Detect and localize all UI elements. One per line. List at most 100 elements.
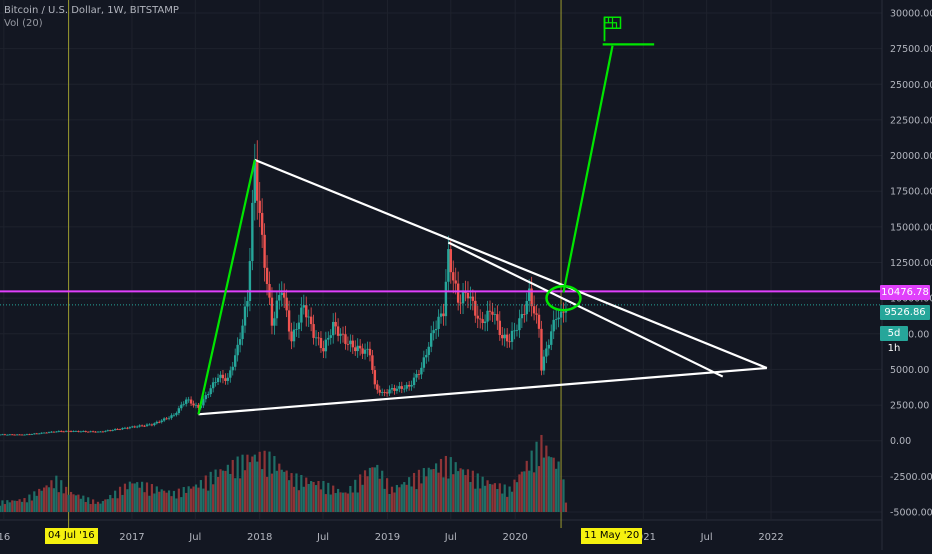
candle-body — [273, 318, 276, 326]
volume-bar — [376, 464, 379, 512]
volume-bar — [182, 487, 185, 512]
flag-icon — [603, 16, 622, 30]
candle-body — [234, 355, 237, 367]
volume-bar — [562, 479, 565, 512]
volume-bar — [479, 488, 482, 512]
candle-body — [82, 431, 85, 432]
volume-bar — [47, 487, 51, 512]
candle-body — [187, 399, 190, 401]
volume-bar — [447, 478, 450, 512]
volume-bar — [52, 488, 55, 512]
candle-body — [182, 403, 185, 405]
volume-bar — [207, 490, 210, 512]
y-tick-label: 17500.00 — [890, 187, 932, 198]
candle-body — [530, 288, 533, 307]
volume-bar — [163, 490, 166, 512]
volume-bar — [484, 485, 487, 512]
volume-bar — [136, 482, 139, 512]
volume-bar — [57, 492, 60, 512]
volume-bar — [126, 489, 129, 512]
candle-body — [554, 319, 558, 320]
volume-bar — [327, 482, 330, 512]
candle-body — [87, 431, 90, 433]
candle-body — [116, 429, 119, 430]
volume-bar — [33, 491, 36, 512]
candle-body — [373, 370, 377, 385]
candle-body — [256, 162, 259, 201]
candle-body — [136, 426, 139, 428]
volume-bar — [349, 485, 352, 512]
volume-bar — [528, 470, 531, 512]
volume-bar — [324, 494, 327, 512]
volume-bar — [430, 469, 433, 512]
volume-bar — [69, 491, 73, 512]
candle-body — [204, 395, 207, 400]
candle-body — [452, 272, 455, 281]
volume-bar — [67, 494, 70, 512]
volume-bar — [344, 492, 347, 512]
candle-body — [131, 426, 134, 428]
volume-bar — [403, 482, 406, 512]
x-tick-label: 2020 — [502, 532, 527, 543]
volume-bar — [231, 459, 234, 512]
candle-body — [305, 305, 308, 318]
volume-bar — [361, 484, 364, 512]
volume-bar — [278, 463, 281, 512]
candle-body — [515, 330, 519, 331]
candle-body — [15, 434, 19, 436]
volume-bar — [35, 495, 38, 512]
volume-bar — [412, 472, 416, 512]
volume-bar — [319, 489, 323, 512]
candle-body — [67, 430, 70, 432]
candle-body — [559, 311, 563, 318]
volume-bar — [297, 490, 300, 512]
volume-bar — [302, 486, 305, 512]
volume-indicator-label[interactable]: Vol (20) — [4, 18, 43, 29]
volume-bar — [246, 454, 249, 512]
candle-body — [532, 306, 536, 314]
volume-bar — [305, 477, 308, 512]
volume-bar — [280, 469, 283, 512]
volume-bar — [515, 482, 519, 512]
candle-body — [167, 417, 171, 419]
candle-body — [79, 431, 83, 433]
candle-body — [393, 388, 396, 391]
candle-body — [251, 202, 254, 262]
volume-bar — [224, 470, 227, 512]
candle-body — [427, 346, 430, 355]
volume-bar — [545, 445, 548, 512]
candle-body — [64, 430, 68, 432]
candle-body — [412, 377, 416, 386]
volume-bar — [334, 493, 337, 512]
volume-bar — [518, 474, 521, 512]
volume-bar — [474, 488, 477, 512]
candle-body — [133, 426, 136, 428]
volume-bar — [60, 480, 63, 512]
candle-body — [69, 431, 73, 432]
x-tick-label: 2018 — [247, 532, 272, 543]
candle-body — [354, 347, 357, 352]
candle-body — [486, 310, 489, 322]
volume-bar — [258, 451, 261, 512]
volume-bar — [432, 469, 435, 512]
candle-body — [481, 319, 484, 324]
candle-body — [459, 302, 462, 304]
volume-bar — [241, 454, 244, 512]
candle-body — [550, 331, 553, 345]
candle-body — [390, 388, 394, 390]
volume-bar — [106, 499, 109, 512]
candle-body — [194, 404, 198, 406]
y-tick-label: 22500.00 — [890, 115, 932, 126]
candle-body — [211, 382, 215, 389]
volume-bar — [459, 468, 462, 512]
volume-bar — [50, 480, 53, 512]
volume-bar — [1, 500, 4, 512]
candle-body — [425, 354, 428, 358]
candle-body — [47, 432, 51, 433]
volume-bar — [371, 467, 374, 512]
volume-bar — [503, 484, 506, 512]
volume-bar — [209, 471, 212, 512]
chart-header: Bitcoin / U.S. Dollar, 1W, BITSTAMP Vol … — [4, 4, 179, 30]
